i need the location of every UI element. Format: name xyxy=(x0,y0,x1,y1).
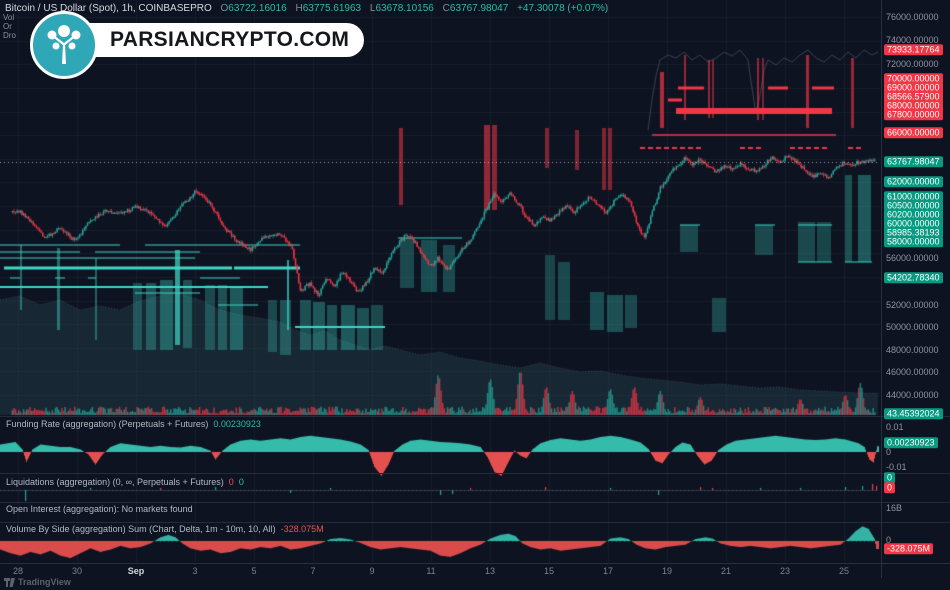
price-axis-badge: 70000.00000 xyxy=(884,73,943,85)
time-axis-label: 19 xyxy=(661,566,673,576)
price-axis-badge: 58985.38193 xyxy=(884,227,943,239)
price-axis-label: 50000.00000 xyxy=(886,322,939,332)
price-axis-badge: 63767.98047 xyxy=(884,156,943,168)
price-axis-label: 46000.00000 xyxy=(886,367,939,377)
funding-rate-value: 0.00230923 xyxy=(213,419,261,429)
open-interest-label[interactable]: Open Interest (aggregation): No markets … xyxy=(6,504,193,514)
price-axis-badge: 67800.00000 xyxy=(884,109,943,121)
low-value: 63678.10156 xyxy=(375,3,434,14)
price-axis-badge: 68000.00000 xyxy=(884,100,943,112)
price-axis-label: -0.01 xyxy=(886,462,907,472)
watermark-text: PARSIANCRYPTO.COM xyxy=(62,23,365,57)
price-axis-badge: 0 xyxy=(884,482,896,494)
volume-by-side-label[interactable]: Volume By Side (aggregation) Sum (Chart,… xyxy=(6,524,276,534)
tradingview-brand[interactable]: TradingView xyxy=(4,577,71,587)
chart-canvas[interactable] xyxy=(0,0,950,563)
tree-icon xyxy=(47,25,81,64)
tradingview-brand-label: TradingView xyxy=(18,577,71,587)
funding-rate-label[interactable]: Funding Rate (aggregation) (Perpetuals +… xyxy=(6,419,209,429)
price-axis-badge: 0.00230923 xyxy=(884,437,938,449)
symbol-header[interactable]: Bitcoin / US Dollar (Spot), 1h, COINBASE… xyxy=(5,3,608,14)
price-axis-border xyxy=(881,0,882,578)
price-axis-badge: 68566.57900 xyxy=(884,91,943,103)
price-axis-badge: 73933.17764 xyxy=(884,44,943,56)
price-axis-label: 48000.00000 xyxy=(886,345,939,355)
price-axis-label: 44000.00000 xyxy=(886,390,939,400)
time-axis-label: 9 xyxy=(369,566,375,576)
indicator-legend-truncated: Vol Or Dro xyxy=(3,13,16,40)
low-label: L xyxy=(369,3,376,14)
price-axis-badge: 0 xyxy=(884,472,896,484)
symbol-title[interactable]: Bitcoin / US Dollar (Spot), 1h, COINBASE… xyxy=(5,3,212,14)
price-axis-badge: 62000.00000 xyxy=(884,176,943,188)
price-axis-badge: 54202.78340 xyxy=(884,272,943,284)
liquidations-long-value: 0 xyxy=(238,477,244,487)
price-axis-label: 56000.00000 xyxy=(886,253,939,263)
price-axis-badge: 43.45392024 xyxy=(884,408,943,420)
legend-row-3[interactable]: Dro xyxy=(3,31,16,40)
price-axis-label: 0.01 xyxy=(886,422,904,432)
high-label: H xyxy=(295,3,303,14)
time-axis[interactable]: 28 30 Sep 3 5 7 9 11 13 15 17 19 21 23 25 xyxy=(0,563,950,579)
time-axis-label: 11 xyxy=(426,566,436,576)
time-axis-label: 21 xyxy=(720,566,732,576)
price-axis-badge: 61000.00000 xyxy=(884,191,943,203)
volume-by-side-row: Volume By Side (aggregation) Sum (Chart,… xyxy=(6,524,324,534)
pane-separator[interactable] xyxy=(0,416,950,417)
open-value: 63722.16016 xyxy=(228,3,287,14)
tradingview-logo-icon xyxy=(4,578,15,587)
price-axis-badge: 60000.00000 xyxy=(884,218,943,230)
liquidations-label[interactable]: Liquidations (aggregation) (0, ∞, Perpet… xyxy=(6,477,224,487)
pane-separator[interactable] xyxy=(0,473,950,474)
close-value: 63767.98047 xyxy=(449,3,509,14)
liquidations-short-value: 0 xyxy=(228,477,234,487)
price-axis-badge: 58000.00000 xyxy=(884,236,943,248)
price-axis-label: 0 xyxy=(886,535,892,545)
pane-separator[interactable] xyxy=(0,522,950,523)
time-axis-label: Sep xyxy=(127,566,145,576)
high-value: 63775.61963 xyxy=(302,3,362,14)
open-interest-row: Open Interest (aggregation): No markets … xyxy=(6,504,193,514)
time-axis-label: 17 xyxy=(602,566,614,576)
price-axis-label: 72000.00000 xyxy=(886,59,939,69)
price-axis-label: 52000.00000 xyxy=(886,300,939,310)
funding-rate-row: Funding Rate (aggregation) (Perpetuals +… xyxy=(6,419,261,429)
price-axis-label: 76000.00000 xyxy=(886,12,939,22)
pane-separator[interactable] xyxy=(0,502,950,503)
price-axis-badge: 69000.00000 xyxy=(884,82,943,94)
price-axis-badge: 60200.00000 xyxy=(884,209,943,221)
time-axis-label: 13 xyxy=(484,566,496,576)
price-axis-label: 16B xyxy=(886,503,903,513)
price-axis-badge: -328.075M xyxy=(884,543,934,555)
time-axis-label: 3 xyxy=(192,566,198,576)
time-axis-label: 7 xyxy=(310,566,316,576)
time-axis-label: 15 xyxy=(543,566,555,576)
price-axis-badge: 60500.00000 xyxy=(884,200,943,212)
price-axis-label: 74000.00000 xyxy=(886,35,939,45)
legend-row-2[interactable]: Or xyxy=(3,22,12,31)
close-label: C xyxy=(442,3,450,14)
time-axis-label: 25 xyxy=(838,566,850,576)
watermark-logo-icon xyxy=(30,11,98,79)
time-axis-label: 28 xyxy=(12,566,24,576)
time-axis-label: 23 xyxy=(779,566,791,576)
change-value: +47.30078 (+0.07%) xyxy=(517,3,609,14)
open-label: O xyxy=(220,3,229,14)
legend-row-volume[interactable]: Vol xyxy=(3,13,15,22)
time-axis-label: 30 xyxy=(71,566,83,576)
price-axis[interactable]: 76000.00000 74000.00000 72000.00000 56000.0… xyxy=(882,0,950,578)
price-axis-label: 0 xyxy=(886,447,892,457)
liquidations-row: Liquidations (aggregation) (0, ∞, Perpet… xyxy=(6,477,244,487)
volume-by-side-value: -328.075M xyxy=(280,524,324,534)
time-axis-label: 5 xyxy=(251,566,257,576)
price-axis-badge: 66000.00000 xyxy=(884,127,943,139)
